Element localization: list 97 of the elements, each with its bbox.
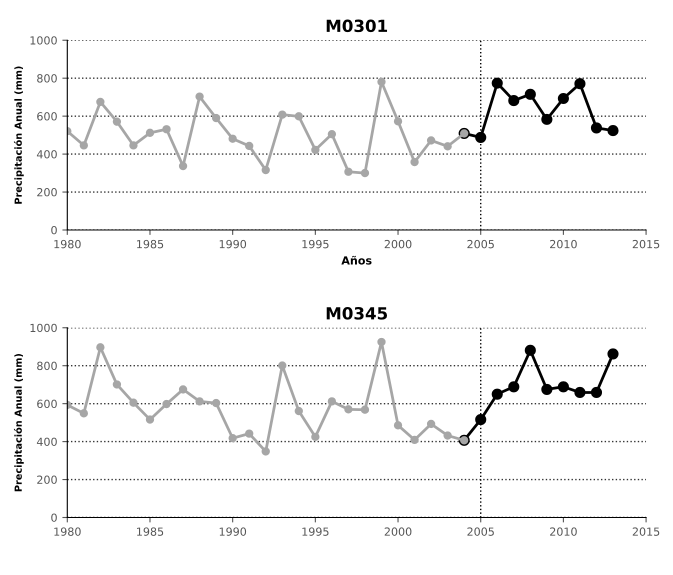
point (574, 78, 586, 90)
point (195, 397, 204, 406)
y-tick-label: 0 (51, 513, 57, 522)
point (360, 406, 370, 414)
point (328, 397, 336, 406)
point (278, 361, 286, 370)
point (294, 406, 303, 416)
x-tick-label: 1995 (302, 240, 329, 248)
point (377, 338, 386, 346)
y-tick-label: 200 (37, 188, 57, 196)
point (195, 92, 204, 101)
point (558, 381, 569, 392)
point (80, 409, 88, 418)
point (112, 380, 122, 389)
point (394, 421, 402, 430)
x-tick-label: 1985 (137, 527, 164, 536)
point (96, 343, 105, 352)
point (443, 142, 452, 150)
point (524, 344, 536, 356)
point (394, 117, 402, 126)
point (508, 381, 520, 392)
point (426, 420, 436, 428)
point (146, 415, 154, 424)
point (278, 110, 286, 119)
point (245, 142, 254, 150)
point (129, 141, 138, 150)
point (262, 166, 270, 174)
y-tick-label: 0 (51, 226, 57, 234)
y-axis-title: Precipitación Anual (mm) (14, 354, 24, 492)
point (146, 128, 154, 138)
point (558, 92, 569, 104)
x-tick-label: 2015 (632, 527, 660, 536)
point (311, 432, 320, 442)
point (245, 429, 254, 438)
point (178, 385, 188, 394)
point (607, 125, 619, 136)
x-tick-label: 1990 (220, 240, 246, 248)
point (228, 434, 237, 442)
point (492, 78, 503, 89)
y-axis-title: Precipitación Anual (mm) (14, 66, 24, 204)
point (574, 386, 586, 398)
chart-title: M0301 (326, 20, 388, 32)
point (262, 447, 270, 456)
y-tick-label: 800 (37, 74, 57, 83)
chart-title: M0345 (326, 307, 388, 320)
point (377, 78, 386, 86)
point (590, 122, 602, 134)
point (129, 398, 138, 407)
point (344, 405, 353, 414)
y-tick-label: 1000 (30, 36, 57, 45)
point (475, 132, 486, 143)
point (212, 114, 220, 122)
y-tick-label: 400 (36, 150, 57, 158)
x-tick-label: 2005 (467, 240, 494, 248)
point (475, 414, 486, 426)
x-tick-label: 2000 (384, 240, 412, 248)
point (360, 168, 370, 178)
y-tick-label: 600 (37, 112, 57, 121)
x-tick-label: 1985 (137, 240, 164, 248)
point (162, 125, 171, 134)
x-tick-label: 1980 (54, 240, 81, 248)
point (492, 388, 503, 400)
point (112, 117, 122, 126)
x-tick-label: 2010 (550, 240, 577, 248)
point (311, 146, 320, 154)
point (162, 400, 171, 408)
point (607, 348, 619, 360)
y-tick-label: 400 (36, 438, 57, 446)
x-tick-label: 1990 (220, 527, 246, 536)
y-tick-label: 800 (37, 362, 57, 370)
x-tick-label: 2010 (550, 527, 577, 536)
point (443, 431, 452, 440)
point (344, 168, 353, 176)
point (410, 158, 419, 166)
point (328, 130, 336, 138)
point (508, 95, 520, 106)
x-tick-label: 2000 (384, 527, 412, 536)
point (96, 98, 105, 106)
y-tick-label: 600 (37, 400, 57, 408)
x-tick-label: 2015 (632, 240, 660, 248)
point (178, 162, 188, 170)
x-tick-label: 2005 (467, 527, 494, 536)
point (541, 114, 552, 125)
point (228, 134, 237, 143)
x-axis-title: Años (341, 256, 372, 265)
y-tick-label: 200 (37, 476, 57, 484)
point (541, 384, 552, 395)
point (410, 436, 419, 444)
point (524, 88, 536, 100)
point (294, 112, 303, 121)
point (212, 398, 220, 408)
x-tick-label: 1995 (302, 527, 329, 536)
point (590, 386, 602, 398)
point (426, 136, 436, 145)
point (80, 141, 88, 150)
y-tick-label: 1000 (30, 324, 57, 332)
x-tick-label: 1980 (54, 527, 81, 536)
